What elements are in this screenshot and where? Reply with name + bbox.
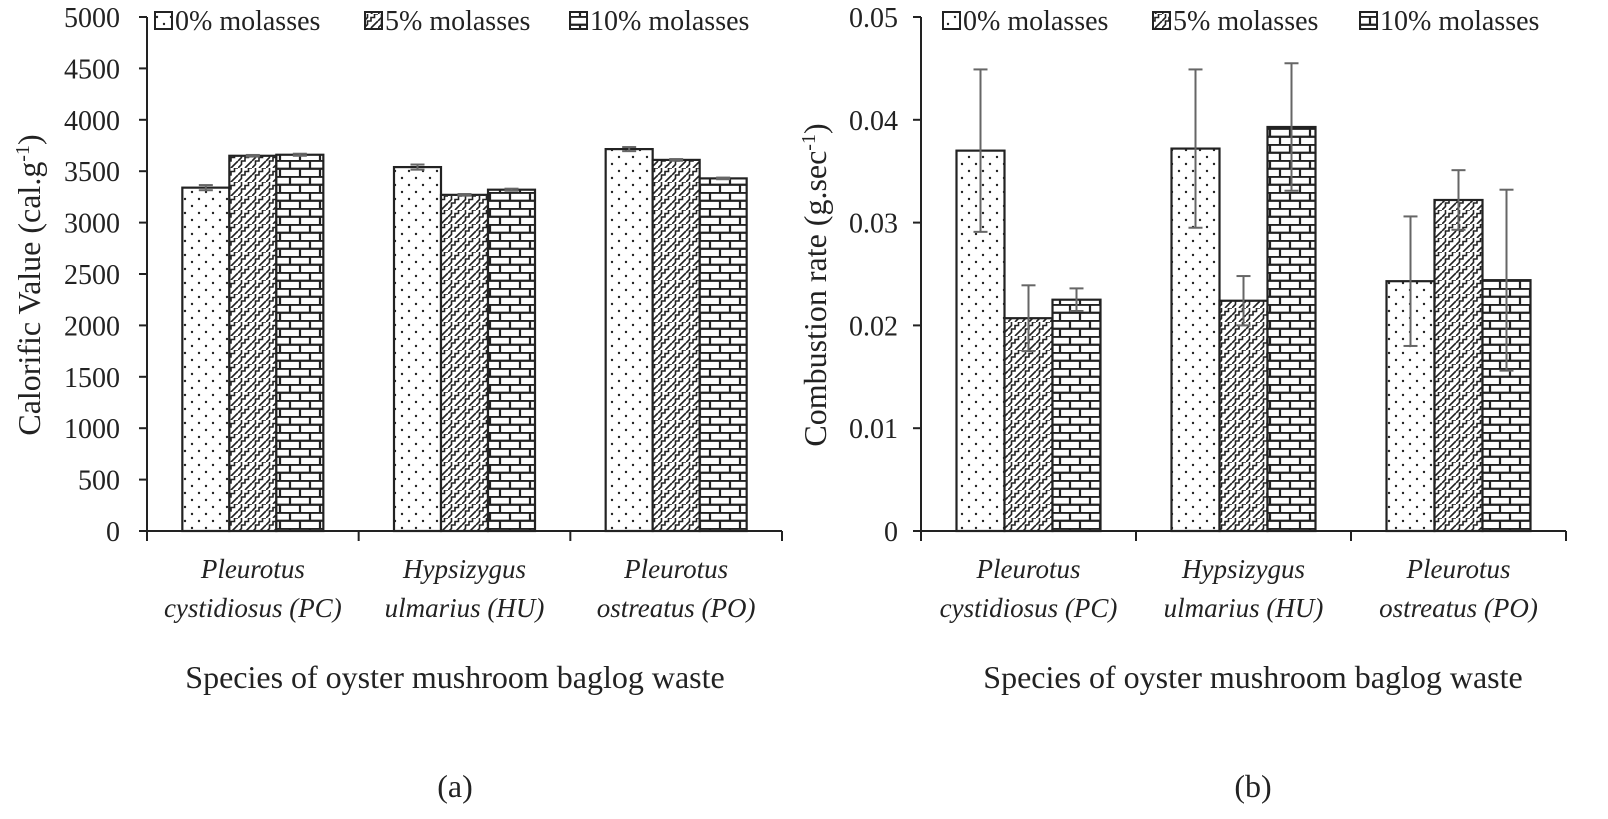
error-bar (1021, 284, 1036, 353)
category-label-line2: ulmarius (HU) (1164, 593, 1324, 623)
chart-a: Calorific Value (cal.g-1) Species of oys… (11, 3, 783, 804)
error-bar (1499, 188, 1514, 372)
x-axis-title: Species of oyster mushroom baglog waste (983, 659, 1522, 695)
y-tick-label: 0.02 (849, 311, 898, 342)
legend-label: 10% molasses (1380, 6, 1539, 37)
error-bar (973, 68, 988, 233)
error-bar (410, 163, 425, 171)
legend-label: 5% molasses (1173, 6, 1318, 37)
error-bar (245, 153, 260, 158)
y-tick-label: 1500 (64, 363, 120, 394)
figure-caption: (b) (1234, 768, 1271, 804)
legend-swatch (1152, 11, 1171, 30)
y-tick-label: 500 (78, 466, 120, 497)
error-bar (716, 176, 731, 181)
y-axis-title: Combustion rate (g.sec-1) (797, 123, 833, 446)
bar-zigzag-2 (651, 158, 701, 533)
bar-dots-2 (604, 147, 654, 533)
category-label-line1: Hypsizygus (1181, 554, 1305, 584)
y-tick-label: 0.04 (849, 106, 898, 137)
bar-brick-1 (486, 188, 537, 533)
bar-dots-0 (181, 186, 231, 533)
y-tick-label: 1000 (64, 414, 120, 445)
category-label-line1: Pleurotus (976, 554, 1081, 584)
y-tick-label: 0 (106, 517, 120, 548)
legend-swatch (154, 11, 173, 30)
bar-zigzag-0 (1003, 317, 1054, 533)
bar-brick-2 (698, 177, 748, 533)
legend-swatch (1359, 11, 1378, 30)
y-tick-label: 0 (884, 517, 898, 548)
error-bar (1188, 68, 1203, 229)
legend-item: 10% molasses (569, 6, 749, 37)
y-tick-label: 5000 (64, 3, 120, 34)
category-label-line1: Pleurotus (1406, 554, 1511, 584)
legend-item: 0% molasses (154, 6, 320, 37)
error-bar (1069, 287, 1084, 313)
category-label-line2: ulmarius (HU) (385, 593, 545, 623)
y-tick-label: 2500 (64, 260, 120, 291)
error-bar (1451, 169, 1466, 231)
category-label-line1: Pleurotus (623, 554, 728, 584)
legend-item: 0% molasses (942, 6, 1108, 37)
error-bar (504, 187, 519, 192)
legend-swatch (364, 11, 383, 30)
chart-b: Combustion rate (g.sec-1) Species of oys… (797, 3, 1567, 804)
category-label-line2: ostreatus (PO) (1379, 593, 1538, 623)
error-bar (1403, 215, 1418, 347)
legend-item: 10% molasses (1359, 6, 1539, 37)
legend-swatch (569, 11, 588, 30)
legend-label: 5% molasses (385, 6, 530, 37)
error-bar (457, 193, 472, 197)
y-tick-label: 3000 (64, 209, 120, 240)
y-tick-label: 4500 (64, 54, 120, 85)
y-tick-label: 0.03 (849, 209, 898, 240)
bar-brick-0 (1051, 298, 1102, 533)
category-label-line2: cystidiosus (PC) (164, 593, 342, 623)
error-bar (1236, 275, 1251, 327)
legend-label: 0% molasses (963, 6, 1108, 37)
error-bar (292, 152, 307, 157)
error-bar (622, 146, 637, 153)
category-label-line2: ostreatus (PO) (597, 593, 756, 623)
bar-zigzag-2 (1433, 198, 1484, 533)
legend-swatch (942, 11, 961, 30)
category-label-line1: Pleurotus (200, 554, 305, 584)
category-label-line2: cystidiosus (PC) (940, 593, 1118, 623)
y-tick-label: 3500 (64, 157, 120, 188)
error-bar (1284, 62, 1299, 192)
bar-zigzag-1 (439, 193, 490, 533)
legend-label: 0% molasses (175, 6, 320, 37)
y-axis-title: Calorific Value (cal.g-1) (11, 134, 47, 435)
x-axis-title: Species of oyster mushroom baglog waste (185, 659, 724, 695)
legend-item: 5% molasses (1152, 6, 1318, 37)
y-tick-label: 0.01 (849, 414, 898, 445)
bar-zigzag-1 (1218, 299, 1269, 533)
bar-zigzag-0 (228, 154, 278, 533)
bar-brick-0 (275, 153, 325, 533)
bar-dots-1 (392, 165, 443, 533)
figure-caption: (a) (437, 768, 473, 804)
category-label-line1: Hypsizygus (402, 554, 526, 584)
y-tick-label: 4000 (64, 106, 120, 137)
bar-brick-1 (1266, 125, 1317, 533)
legend-item: 5% molasses (364, 6, 530, 37)
y-tick-label: 0.05 (849, 3, 898, 34)
error-bar (198, 184, 213, 192)
error-bar (669, 158, 684, 162)
legend-label: 10% molasses (590, 6, 749, 37)
y-tick-label: 2000 (64, 311, 120, 342)
